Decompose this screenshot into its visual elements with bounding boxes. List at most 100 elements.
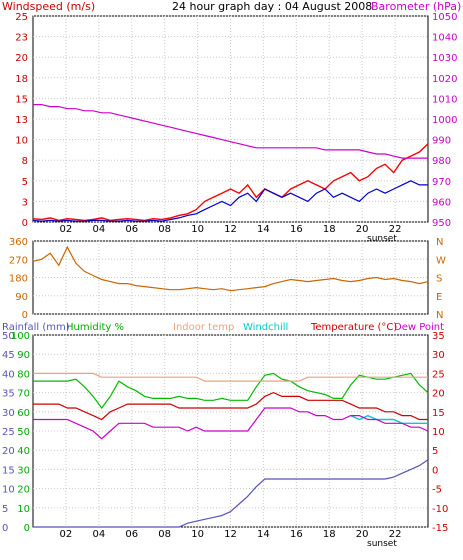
temp-xtick-5: 12 (224, 529, 237, 540)
baro-ytick-6: 1010 (432, 94, 457, 105)
wind-ytick-2: 5 (22, 177, 28, 188)
humidity-line (33, 372, 429, 410)
humidity-ytick-3: 30 (17, 465, 30, 476)
baro-ytick-8: 1030 (432, 53, 457, 64)
wind-xtick-9: 20 (356, 224, 369, 235)
humidity-ytick-10: 100 (11, 331, 30, 342)
rainfall-line (33, 459, 429, 528)
temp-ytick-7: 20 (432, 389, 445, 400)
rain-ytick-0: 0 (2, 523, 8, 534)
temp-xtick-3: 08 (158, 529, 171, 540)
legend-dew-point: Dew Point (394, 322, 444, 333)
dir-ytick-0: 0 (22, 310, 28, 321)
legend-rainfall: Rainfall (mm) (2, 322, 70, 333)
baro-ytick-5: 1000 (432, 115, 457, 126)
wind-xtick-7: 16 (290, 224, 303, 235)
humidity-ytick-5: 50 (17, 427, 30, 438)
temp-ytick-6: 15 (432, 408, 445, 419)
wind-avg-line (32, 180, 428, 222)
baro-ytick-4: 990 (432, 136, 451, 147)
rain-ytick-7: 35 (2, 389, 15, 400)
dir-compass-2: S (436, 274, 442, 285)
chart-title: 24 hour graph day : 04 August 2008 (172, 0, 372, 13)
baro-ytick-1: 960 (432, 197, 451, 208)
temp-ytick-4: 5 (432, 446, 438, 457)
wind-ytick-5: 13 (15, 115, 28, 126)
baro-ytick-3: 980 (432, 156, 451, 167)
rain-ytick-2: 10 (2, 485, 15, 496)
wind-ytick-8: 20 (15, 53, 28, 64)
wind-ytick-6: 15 (15, 94, 28, 105)
temp-xtick-7: 16 (290, 529, 303, 540)
humidity-ytick-4: 40 (17, 446, 30, 457)
dir-ytick-2: 180 (9, 274, 28, 285)
barometer-axis-title: Barometer (hPa) (371, 0, 461, 13)
baro-ytick-0: 950 (432, 218, 451, 229)
temp-ytick-5: 10 (432, 427, 445, 438)
wind-xtick-10: 22 (389, 224, 402, 235)
humidity-ytick-7: 70 (17, 389, 30, 400)
rain-ytick-10: 50 (2, 331, 15, 342)
temp-ytick-3: 0 (432, 465, 438, 476)
dir-compass-1: E (436, 292, 442, 303)
wind-xtick-2: 06 (125, 224, 138, 235)
wind-ytick-4: 10 (15, 136, 28, 147)
humidity-ytick-2: 20 (17, 485, 30, 496)
indoor-temp-line (33, 372, 428, 382)
sunset-label-bottom: sunset (367, 539, 397, 549)
wind-ytick-9: 23 (15, 33, 28, 44)
dir-ytick-1: 90 (15, 292, 28, 303)
temp-ytick-1: -10 (432, 504, 448, 515)
temp-ytick-9: 30 (432, 350, 445, 361)
wind-xtick-5: 12 (224, 224, 237, 235)
sunset-label-top: sunset (367, 234, 397, 244)
temp-ytick-8: 25 (432, 369, 445, 380)
temp-ytick-10: 35 (432, 331, 445, 342)
temp-ytick-0: -15 (432, 523, 448, 534)
temp-xtick-4: 10 (191, 529, 204, 540)
humidity-ytick-8: 80 (17, 369, 30, 380)
wind-ytick-3: 8 (22, 156, 28, 167)
legend-windchill: Windchill (243, 322, 288, 333)
baro-ytick-9: 1040 (432, 33, 457, 44)
legend-temperature: Temperature (°C) (310, 322, 397, 333)
wind-xtick-1: 04 (92, 224, 105, 235)
temp-xtick-1: 04 (92, 529, 105, 540)
wind-ytick-10: 25 (15, 12, 28, 23)
temp-xtick-6: 14 (257, 529, 270, 540)
temp-xtick-2: 06 (125, 529, 138, 540)
wind-xtick-8: 18 (323, 224, 336, 235)
rain-ytick-1: 5 (2, 504, 8, 515)
wind-ytick-7: 18 (15, 74, 28, 85)
dir-compass-4: N (436, 237, 443, 248)
wind-xtick-3: 08 (158, 224, 171, 235)
wind-direction-line (32, 245, 429, 292)
wind-gust-line (32, 143, 429, 222)
baro-ytick-7: 1020 (432, 74, 457, 85)
wind-xtick-0: 02 (60, 224, 73, 235)
wind-xtick-4: 10 (191, 224, 204, 235)
dir-ytick-4: 360 (9, 237, 28, 248)
temp-ytick-2: -5 (432, 485, 442, 496)
humidity-ytick-9: 90 (17, 350, 30, 361)
humidity-ytick-1: 10 (17, 504, 30, 515)
baro-ytick-10: 1050 (432, 12, 457, 23)
temp-xtick-9: 20 (356, 529, 369, 540)
rain-ytick-8: 40 (2, 369, 15, 380)
dew-point-line (33, 407, 429, 440)
wind-ytick-1: 3 (22, 197, 28, 208)
baro-ytick-2: 970 (432, 177, 451, 188)
legend-indoor-temp: Indoor temp (173, 322, 234, 333)
rain-ytick-3: 15 (2, 465, 15, 476)
barometer-line (33, 103, 428, 159)
humidity-ytick-6: 60 (17, 408, 30, 419)
wind-ytick-0: 0 (22, 218, 28, 229)
windspeed-axis-title: Windspeed (m/s) (2, 0, 95, 13)
legend-humidity: Humidity % (66, 322, 124, 333)
rain-ytick-5: 25 (2, 427, 15, 438)
dir-compass-3: W (436, 255, 446, 266)
wind-xtick-6: 14 (257, 224, 270, 235)
dir-ytick-3: 270 (9, 255, 28, 266)
rain-ytick-4: 20 (2, 446, 15, 457)
